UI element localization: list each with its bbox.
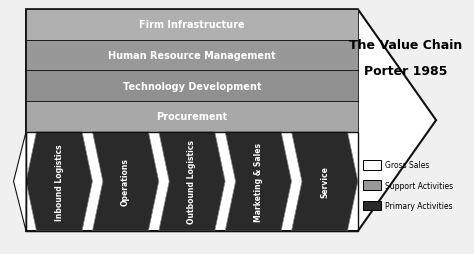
Bar xyxy=(363,181,381,190)
Text: Porter 1985: Porter 1985 xyxy=(364,65,447,77)
Text: Inbound Logistics: Inbound Logistics xyxy=(55,144,64,220)
Bar xyxy=(26,10,358,41)
Bar xyxy=(363,201,381,211)
Polygon shape xyxy=(26,10,436,231)
Bar xyxy=(363,160,381,170)
Text: Human Resource Management: Human Resource Management xyxy=(108,51,276,61)
Text: Outbound Logistics: Outbound Logistics xyxy=(188,140,196,223)
Polygon shape xyxy=(159,132,225,231)
Bar xyxy=(26,102,358,132)
Bar xyxy=(26,71,358,102)
Text: Operations: Operations xyxy=(121,158,130,205)
Text: Service: Service xyxy=(320,166,329,198)
Text: Gross Sales: Gross Sales xyxy=(385,161,430,170)
Polygon shape xyxy=(92,132,159,231)
Text: The Value Chain: The Value Chain xyxy=(349,39,462,52)
Bar xyxy=(26,132,358,231)
Polygon shape xyxy=(26,132,92,231)
Text: Support Activities: Support Activities xyxy=(385,181,454,190)
Text: Firm Infrastructure: Firm Infrastructure xyxy=(139,20,245,30)
Polygon shape xyxy=(14,132,26,231)
Text: Marketing & Sales: Marketing & Sales xyxy=(254,142,263,221)
Polygon shape xyxy=(225,132,292,231)
Text: Technology Development: Technology Development xyxy=(123,81,261,91)
Text: Primary Activities: Primary Activities xyxy=(385,201,453,210)
Text: Procurement: Procurement xyxy=(156,112,228,122)
Polygon shape xyxy=(292,132,358,231)
Bar xyxy=(26,41,358,71)
